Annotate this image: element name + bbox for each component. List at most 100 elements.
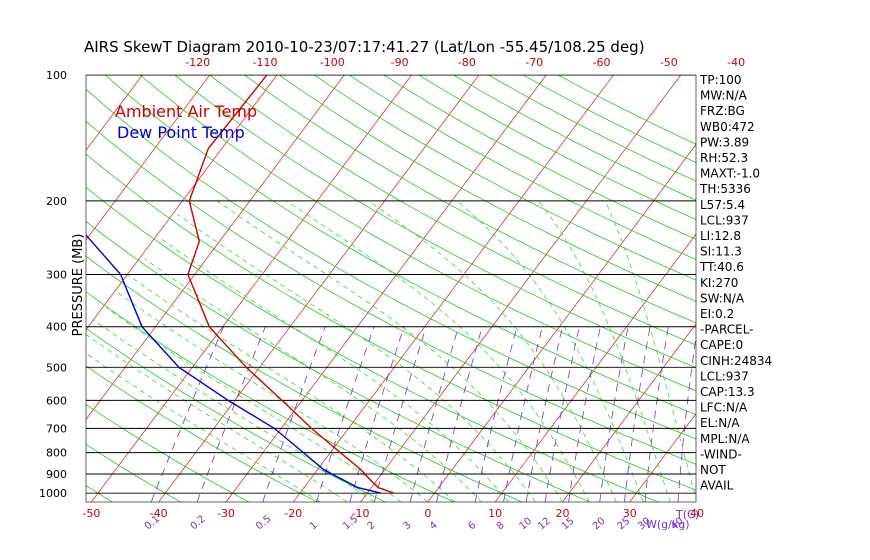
isotherm-line — [629, 413, 696, 502]
dry-adiabat-line — [86, 255, 523, 502]
moist-adiabat-line — [159, 237, 509, 502]
mixing-ratio-line — [316, 326, 375, 502]
dry-adiabat-line — [0, 75, 44, 502]
isotherm-line — [91, 75, 412, 502]
mixing-ratio-line — [503, 326, 543, 502]
mixing-ratio-line — [624, 326, 651, 502]
mixing-ratio-line — [373, 326, 427, 502]
mixing-ratio-line — [644, 326, 669, 502]
index-item: LI:12.8 — [700, 229, 741, 243]
top-temperature-tick-label: -80 — [458, 56, 476, 69]
moist-adiabat-line — [216, 200, 563, 502]
mixing-ratio-axis-label: W(g/kg) — [646, 518, 690, 531]
dry-adiabat-line — [244, 75, 696, 324]
dew-point-temp-line — [86, 234, 381, 494]
temperature-tick-label: 30 — [623, 507, 637, 520]
data-lines — [86, 75, 395, 494]
pressure-tick-label: 1000 — [39, 487, 67, 500]
index-item: AVAIL — [700, 479, 734, 493]
pressure-tick-label: 800 — [46, 447, 67, 460]
pressure-tick-label: 100 — [46, 69, 67, 82]
pressure-tick-label: 400 — [46, 321, 67, 334]
mixing-ratio-line — [599, 326, 629, 502]
temperature-tick-label: -40 — [150, 507, 168, 520]
top-temperature-tick-label: -70 — [525, 56, 543, 69]
dry-adiabat-line — [313, 75, 696, 281]
dry-adiabat-line — [383, 75, 696, 240]
dry-adiabat-line — [86, 404, 250, 502]
index-item: EL:N/A — [700, 416, 740, 430]
isotherm-line — [86, 75, 143, 151]
dry-adiabat-line — [174, 75, 696, 369]
pressure-tick-label: 200 — [46, 195, 67, 208]
index-item: CINH:24834 — [700, 354, 772, 368]
top-temperature-tick-label: -90 — [391, 56, 409, 69]
mixing-ratio-line — [525, 326, 563, 502]
dry-adiabat-line — [418, 75, 696, 220]
isotherm-line — [86, 75, 345, 421]
index-item: EI:0.2 — [700, 307, 734, 321]
mixing-ratio-tick-label: 12 — [536, 516, 553, 533]
isotherm-line — [158, 75, 480, 502]
dry-adiabat-line — [86, 186, 659, 502]
top-temperature-tick-label: -110 — [253, 56, 278, 69]
index-item: TH:5336 — [699, 182, 751, 196]
dry-adiabat-line — [139, 75, 696, 392]
isotherm-line — [292, 75, 614, 502]
moist-adiabat-line — [538, 200, 671, 502]
temperature-tick-label: -10 — [352, 507, 370, 520]
mixing-ratio-tick-label: 0.2 — [189, 514, 208, 533]
mixing-ratio-line — [474, 326, 518, 502]
isotherm-line — [0, 75, 75, 502]
top-temperature-tick-label: -120 — [185, 56, 210, 69]
mixing-ratio-line — [262, 326, 326, 502]
dry-adiabat-line — [86, 153, 696, 491]
dry-adiabat-line — [488, 75, 696, 182]
mixing-ratio-tick-label: 3 — [401, 520, 413, 533]
index-item: LCL:937 — [700, 369, 749, 383]
legend-ambient-air-temp: Ambient Air Temp — [115, 102, 257, 121]
mixing-ratio-tick-label: 0.5 — [254, 514, 273, 533]
index-item: FRZ:BG — [700, 104, 745, 118]
temperature-tick-label: 10 — [488, 507, 502, 520]
moist-adiabat-line — [604, 200, 696, 500]
dry-adiabat-line — [86, 120, 696, 465]
temperature-tick-label: 0 — [424, 507, 431, 520]
dry-adiabat-line — [86, 88, 696, 440]
moist-adiabat-line — [105, 307, 402, 502]
index-item: WB0:472 — [700, 120, 755, 134]
index-item: TT:40.6 — [699, 260, 744, 274]
index-item: KI:270 — [700, 276, 738, 290]
moist-adiabat-line — [127, 274, 456, 502]
ambient-air-temp-line — [187, 75, 395, 494]
isotherm-line — [764, 75, 870, 502]
background-lines — [0, 75, 870, 502]
top-temperature-tick-label: -50 — [660, 56, 678, 69]
index-item: -PARCEL- — [700, 323, 754, 337]
dry-adiabat-line — [86, 365, 318, 502]
mixing-ratio-line — [568, 326, 601, 502]
y-axis-label: PRESSURE (MB) — [71, 234, 86, 337]
moist-adiabat-line — [286, 200, 590, 502]
plot-frame — [85, 74, 697, 503]
top-temperature-tick-label: -60 — [593, 56, 611, 69]
pressure-tick-label: 600 — [46, 394, 67, 407]
mixing-ratio-tick-label: 20 — [591, 516, 608, 533]
dry-adiabat-line — [453, 75, 696, 201]
temperature-tick-label: -20 — [284, 507, 302, 520]
x-axis-label-temp: T(C) — [675, 508, 699, 521]
isotherm-line — [225, 75, 547, 502]
moist-adiabat-line — [368, 200, 617, 502]
pressure-tick-label: 900 — [46, 468, 67, 481]
moist-adiabat-line — [456, 200, 644, 502]
mixing-ratio-tick-label: 4 — [428, 520, 440, 533]
index-item: MW:N/A — [700, 89, 748, 103]
index-item: SI:11.3 — [700, 245, 742, 259]
mixing-ratio-line — [677, 334, 696, 502]
isotherm-line — [494, 233, 696, 502]
dry-adiabat-line — [86, 443, 181, 502]
moist-adiabat-line — [116, 291, 429, 502]
